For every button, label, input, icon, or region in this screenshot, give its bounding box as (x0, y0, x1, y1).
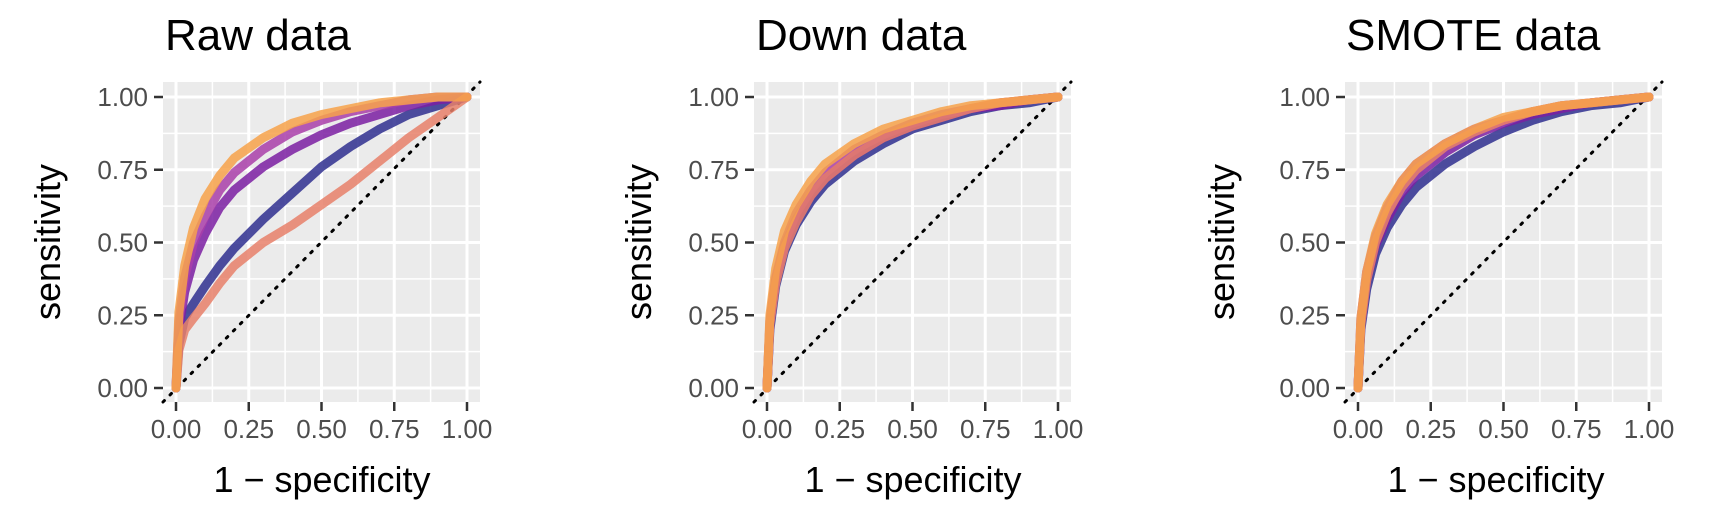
chart-panel-smote: SMOTE data 0.00 0.25 0.50 0.75 1.00 0.00 0.25 0… (1158, 0, 1736, 520)
y-tick-label: 1.00 (688, 82, 739, 112)
roc-curve (171, 92, 472, 393)
y-tick-label: 0.25 (688, 300, 739, 330)
x-axis-label: 1 − specificity (804, 459, 1021, 500)
x-tick-label: 0.00 (1333, 414, 1384, 444)
x-axis-label: 1 − specificity (1387, 459, 1604, 500)
axes: 0.00 0.25 0.50 0.75 1.00 0.00 0.25 0.50 0.75 1.00 (97, 82, 492, 444)
y-tick-label: 0.00 (688, 373, 739, 403)
x-tick-label: 0.50 (1478, 414, 1529, 444)
y-axis-label: sensitivity (27, 164, 68, 320)
chart-panel-raw: Raw data 0.00 0.25 0.50 0.75 1.00 0.00 0.25 0.5… (0, 0, 578, 520)
roc-chart-down: Down data 0.000.250.500.751.000.00 0.25 0.… (618, 11, 1083, 500)
x-tick-label: 1.00 (1624, 414, 1675, 444)
y-tick-label: 0.75 (688, 155, 739, 185)
y-tick-label: 0.50 (688, 228, 739, 258)
x-tick-label: 1.00 (1033, 414, 1084, 444)
x-tick-label: 0.50 (296, 414, 347, 444)
x-tick-label: 0.75 (369, 414, 420, 444)
y-tick-label: 0.00 (1279, 373, 1330, 403)
y-tick-label: 0.25 (1279, 300, 1330, 330)
x-axis-label: 1 − specificity (213, 459, 430, 500)
y-tick-label: 0.50 (1279, 228, 1330, 258)
x-tick-label: 0.25 (1405, 414, 1456, 444)
y-tick-label: 0.75 (97, 155, 148, 185)
x-tick-label: 0.25 (814, 414, 865, 444)
x-tick-label: 0.75 (1551, 414, 1602, 444)
grid-lines (754, 82, 1071, 402)
roc-curve (171, 92, 472, 393)
y-tick-label: 1.00 (97, 82, 148, 112)
chart-panel-down: Down data 0.00 0.25 0.50 0.75 1.00 0.00 0.25 0.… (579, 0, 1157, 520)
y-tick-label: 0.50 (97, 228, 148, 258)
roc-curve (1353, 92, 1654, 393)
axes: 0.00 0.25 0.50 0.75 1.00 0.00 0.25 0.50 0.75 1.00 (688, 82, 1083, 444)
roc-chart-smote: SMOTE data 0.000.250.500.751.000.00 0.25 0… (1201, 11, 1674, 500)
roc-curve (762, 92, 1063, 393)
x-tick-label: 0.75 (960, 414, 1011, 444)
y-tick-label: 1.00 (1279, 82, 1330, 112)
x-tick-label: 0.25 (223, 414, 274, 444)
chart-title: SMOTE data (1346, 11, 1601, 60)
chart-title: Down data (756, 11, 967, 60)
x-tick-label: 0.00 (742, 414, 793, 444)
y-axis-label: sensitivity (1201, 164, 1242, 320)
x-tick-label: 0.50 (887, 414, 938, 444)
y-tick-label: 0.00 (97, 373, 148, 403)
roc-curves (762, 92, 1063, 393)
y-axis-label: sensitivity (618, 164, 659, 320)
axes: 0.00 0.25 0.50 0.75 1.00 0.00 0.25 0.50 0.75 1.00 (1279, 82, 1674, 444)
roc-curves (1353, 92, 1654, 393)
chart-title: Raw data (165, 11, 351, 60)
roc-curve (171, 92, 472, 393)
y-tick-label: 0.25 (97, 300, 148, 330)
x-tick-label: 0.00 (151, 414, 202, 444)
roc-curves (171, 92, 472, 393)
roc-chart-raw: Raw data 0.00 0.25 0.50 0.75 1.00 0.00 0.25 0.5… (27, 11, 492, 500)
x-tick-label: 1.00 (442, 414, 493, 444)
y-tick-label: 0.75 (1279, 155, 1330, 185)
